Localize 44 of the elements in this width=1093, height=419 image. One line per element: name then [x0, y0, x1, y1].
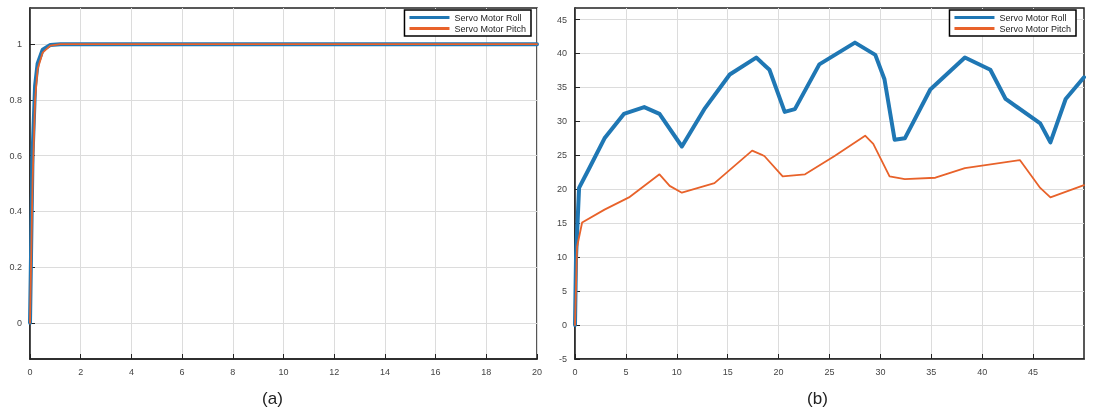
x-tick-label: 10: [671, 366, 682, 377]
x-tick-label: 40: [977, 366, 988, 377]
x-tick-label: 16: [430, 366, 441, 377]
x-tick-label: 20: [531, 366, 542, 377]
x-tick-label: 5: [623, 366, 629, 377]
x-tick-label: 12: [329, 366, 340, 377]
x-tick-label: 45: [1028, 366, 1039, 377]
x-tick-label: 14: [379, 366, 390, 377]
y-tick-label: 25: [556, 150, 567, 161]
y-tick-label: 30: [556, 116, 567, 127]
x-tick-label: 6: [179, 366, 185, 377]
y-tick-label: 20: [556, 184, 567, 195]
y-tick-label: 35: [556, 82, 567, 93]
x-tick-label: 20: [773, 366, 784, 377]
y-tick-label: 0.6: [9, 150, 22, 161]
x-tick-label: 8: [230, 366, 236, 377]
legend-label: Servo Motor Roll: [999, 12, 1067, 23]
x-tick-label: 15: [722, 366, 733, 377]
x-tick-label: 10: [278, 366, 289, 377]
x-tick-label: 18: [481, 366, 492, 377]
y-tick-label: 40: [556, 48, 567, 59]
text: (a): [262, 389, 283, 408]
y-tick-label: 45: [556, 14, 567, 25]
y-tick-label: 0.4: [9, 206, 22, 217]
y-tick-label: 0: [561, 320, 567, 331]
y-tick-label: 0.8: [9, 94, 22, 105]
y-tick-label: 1: [16, 39, 22, 50]
text: (b): [807, 389, 828, 408]
y-tick-label: 0: [16, 317, 22, 328]
x-tick-label: 0: [27, 366, 33, 377]
legend-label: Servo Motor Pitch: [999, 23, 1072, 34]
legend-label: Servo Motor Pitch: [454, 23, 527, 34]
x-tick-label: 35: [926, 366, 937, 377]
x-tick-label: 0: [572, 366, 578, 377]
y-tick-label: -5: [558, 354, 567, 364]
x-tick-label: 4: [128, 366, 134, 377]
x-tick-label: 2: [78, 366, 84, 377]
y-tick-label: 15: [556, 218, 567, 229]
x-tick-label: 30: [875, 366, 886, 377]
x-tick-label: 25: [824, 366, 835, 377]
legend-label: Servo Motor Roll: [454, 12, 522, 23]
y-tick-label: 10: [556, 252, 567, 263]
y-tick-label: 0.2: [9, 262, 22, 273]
y-tick-label: 5: [561, 286, 567, 297]
